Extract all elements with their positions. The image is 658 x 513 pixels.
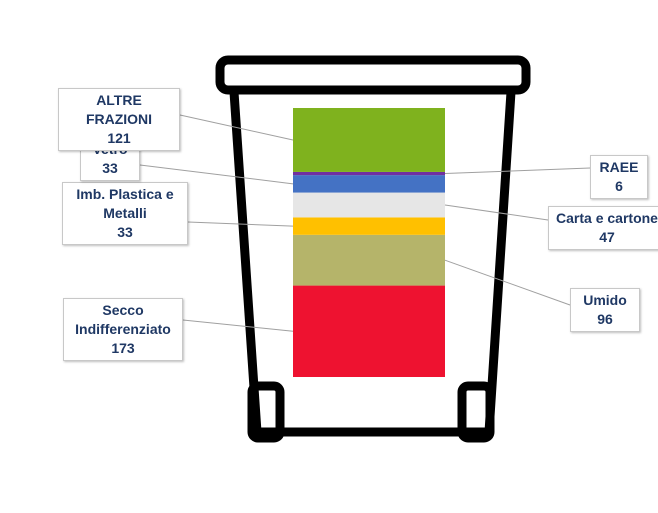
- value-label: 96: [597, 311, 613, 327]
- label-box: Imb. Plastica e Metalli 33: [62, 182, 188, 245]
- segment: [293, 171, 445, 176]
- segments: [293, 108, 445, 377]
- bin-outline: [215, 55, 531, 443]
- segment: [293, 217, 445, 235]
- label-box: Carta e cartone 47: [548, 206, 658, 250]
- series-name: RAEE: [599, 159, 639, 175]
- value-label: 33: [102, 160, 118, 176]
- segment: [293, 234, 445, 286]
- segment: [293, 175, 445, 193]
- label-box: Secco Indifferenziato 173: [63, 298, 183, 361]
- bin-body: [229, 91, 516, 437]
- leaders: [139, 114, 591, 332]
- bin-lid: [215, 55, 531, 95]
- label-box: Umido 96: [570, 288, 640, 332]
- segment: [293, 108, 445, 172]
- leader-line: [444, 167, 591, 175]
- leader-line: [179, 114, 294, 141]
- leader-line: [139, 164, 294, 185]
- series-name: Carta e cartone: [556, 210, 658, 226]
- value-label: 47: [599, 229, 615, 245]
- series-name: Secco Indifferenziato: [75, 302, 171, 337]
- bin-wheel: [457, 381, 495, 443]
- leader-line: [187, 221, 294, 227]
- segment: [293, 192, 445, 218]
- series-name: ALTRE FRAZIONI: [85, 92, 153, 127]
- segment: [293, 285, 445, 377]
- bin-wheel: [247, 381, 285, 443]
- value-label: 121: [107, 130, 131, 146]
- series-name: Imb. Plastica e Metalli: [76, 186, 174, 221]
- series-name: Umido: [583, 292, 627, 308]
- value-label: 33: [117, 224, 133, 240]
- leader-line: [182, 319, 294, 332]
- value-label: 6: [615, 178, 623, 194]
- label-box: RAEE 6: [590, 155, 648, 199]
- leader-line: [444, 259, 571, 306]
- value-label: 173: [111, 340, 135, 356]
- label-box: ALTRE FRAZIONI 121: [58, 88, 180, 151]
- leader-line: [444, 204, 549, 221]
